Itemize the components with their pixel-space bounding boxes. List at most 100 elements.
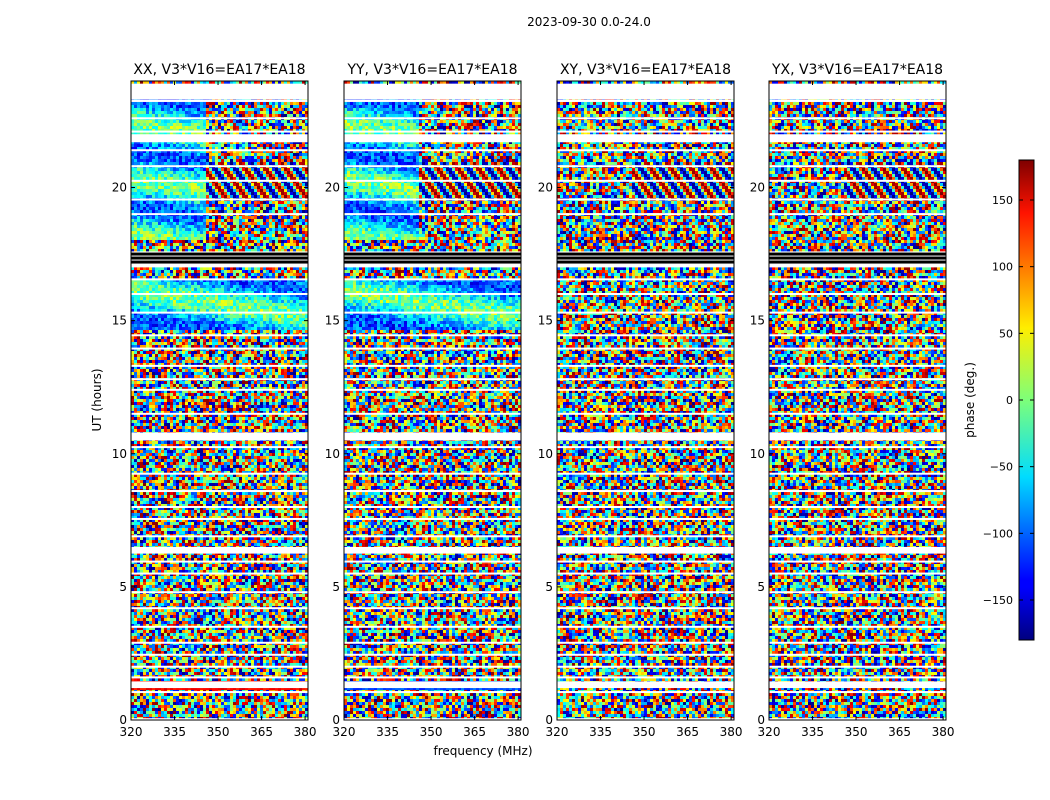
heatmap-cell [179, 231, 182, 234]
heatmap-cell [221, 234, 224, 237]
heatmap-cell [152, 123, 155, 126]
heatmap-cell [215, 228, 218, 231]
heatmap-cell [236, 171, 239, 174]
heatmap-cell [272, 120, 275, 123]
heatmap-cell [158, 189, 161, 192]
heatmap-cell [149, 231, 152, 234]
heatmap-cell [245, 225, 248, 228]
heatmap-cell [278, 168, 281, 171]
heatmap-cell [284, 174, 287, 177]
heatmap-cell [290, 111, 293, 114]
heatmap-cell [275, 177, 278, 180]
heatmap-cell [152, 216, 155, 219]
heatmap-cell [152, 234, 155, 237]
heatmap-cell [218, 234, 221, 237]
heatmap-cell [161, 168, 164, 171]
heatmap-cell [257, 183, 260, 186]
heatmap-cell [260, 177, 263, 180]
heatmap-cell [149, 207, 152, 210]
heatmap-cell [152, 162, 155, 165]
heatmap-cell [161, 174, 164, 177]
heatmap-cell [236, 210, 239, 213]
heatmap-cell [251, 171, 254, 174]
heatmap-cell [146, 108, 149, 111]
heatmap-cell [134, 108, 137, 111]
heatmap-cell [203, 210, 206, 213]
heatmap-cell [242, 237, 245, 240]
heatmap-cell [191, 195, 194, 198]
heatmap-cell [179, 123, 182, 126]
heatmap-cell [194, 153, 197, 156]
heatmap-cell [161, 108, 164, 111]
heatmap-cell [176, 189, 179, 192]
heatmap-cell [182, 108, 185, 111]
heatmap-cell [149, 228, 152, 231]
heatmap-cell [254, 174, 257, 177]
heatmap-cell [197, 192, 200, 195]
heatmap-cell [275, 153, 278, 156]
heatmap-cell [158, 144, 161, 147]
heatmap-cell [272, 192, 275, 195]
heatmap-cell [176, 222, 179, 225]
heatmap-cell [263, 183, 266, 186]
heatmap-cell [266, 231, 269, 234]
heatmap-cell [134, 195, 137, 198]
heatmap-cell [284, 192, 287, 195]
heatmap-cell [269, 192, 272, 195]
heatmap-cell [143, 114, 146, 117]
heatmap-cell [284, 177, 287, 180]
heatmap-cell [287, 222, 290, 225]
heatmap-cell [251, 144, 254, 147]
heatmap-cell [293, 234, 296, 237]
heatmap-cell [146, 222, 149, 225]
heatmap-cell [233, 222, 236, 225]
heatmap-cell [269, 201, 272, 204]
heatmap-cell [239, 126, 242, 129]
heatmap-cell [173, 171, 176, 174]
heatmap-cell [197, 162, 200, 165]
heatmap-cell [293, 204, 296, 207]
heatmap-cell [257, 219, 260, 222]
heatmap-cell [275, 183, 278, 186]
heatmap-cell [233, 159, 236, 162]
heatmap-cell [260, 174, 263, 177]
heatmap-cell [182, 207, 185, 210]
heatmap-cell [227, 234, 230, 237]
heatmap-cell [185, 201, 188, 204]
heatmap-cell [140, 153, 143, 156]
heatmap-cell [221, 159, 224, 162]
heatmap-cell [275, 156, 278, 159]
heatmap-cell [173, 159, 176, 162]
heatmap-cell [266, 111, 269, 114]
heatmap-cell [182, 114, 185, 117]
heatmap-cell [299, 225, 302, 228]
heatmap-cell [242, 219, 245, 222]
heatmap-cell [269, 195, 272, 198]
heatmap-cell [200, 159, 203, 162]
heatmap-cell [224, 168, 227, 171]
heatmap-cell [260, 210, 263, 213]
heatmap-cell [164, 111, 167, 114]
heatmap-cell [284, 153, 287, 156]
heatmap-cell [218, 177, 221, 180]
heatmap-cell [248, 111, 251, 114]
heatmap-cell [254, 195, 257, 198]
heatmap-cell [134, 216, 137, 219]
heatmap-cell [155, 216, 158, 219]
heatmap-cell [296, 237, 299, 240]
heatmap-cell [143, 144, 146, 147]
heatmap-cell [212, 216, 215, 219]
heatmap-cell [206, 162, 209, 165]
heatmap-cell [269, 111, 272, 114]
heatmap-cell [149, 189, 152, 192]
heatmap-cell [155, 162, 158, 165]
heatmap-cell [278, 225, 281, 228]
heatmap-cell [170, 243, 173, 246]
heatmap-cell [194, 126, 197, 129]
heatmap-cell [209, 201, 212, 204]
heatmap-cell [227, 228, 230, 231]
heatmap-cell [143, 102, 146, 105]
heatmap-cell [278, 159, 281, 162]
heatmap-cell [191, 240, 194, 243]
heatmap-cell [143, 234, 146, 237]
